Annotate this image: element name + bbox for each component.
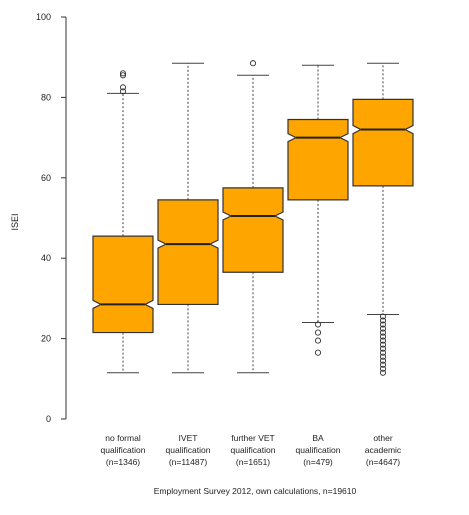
outlier-point <box>379 341 387 348</box>
category-label: qualification <box>296 445 341 455</box>
category-label: qualification <box>166 445 211 455</box>
y-tick-label: 0 <box>46 414 51 424</box>
category-label: (n=479) <box>303 457 333 467</box>
outlier-point <box>119 70 127 77</box>
outlier-point <box>379 329 387 336</box>
category-label: qualification <box>101 445 146 455</box>
boxplot-item <box>222 60 284 374</box>
y-tick-label: 80 <box>41 92 51 102</box>
outlier-point <box>379 361 387 368</box>
outlier-point <box>379 325 387 332</box>
category-label: (n=11487) <box>169 457 208 467</box>
boxplot-item <box>352 62 414 376</box>
category-label: other <box>373 433 393 443</box>
category-label: IVET <box>179 433 198 443</box>
box <box>222 187 284 273</box>
outlier-point <box>379 317 387 324</box>
box <box>352 98 414 187</box>
category-labels: no formal qualification (n=1346) IVET qualif… <box>101 433 402 467</box>
category-label: (n=1651) <box>236 457 270 467</box>
y-axis-title: ISEI <box>10 213 20 230</box>
outlier-point <box>314 337 322 344</box>
boxplot-item <box>157 62 219 374</box>
category-label: BA <box>312 433 324 443</box>
outlier-point <box>314 321 322 328</box>
outlier-point <box>379 313 387 320</box>
outlier-point <box>379 337 387 344</box>
outlier-point <box>119 72 127 79</box>
boxplot-item <box>287 64 349 356</box>
y-axis: 0 20 40 60 80 100 <box>36 12 67 424</box>
box <box>287 118 349 201</box>
outlier-point <box>379 357 387 364</box>
category-label: academic <box>365 445 402 455</box>
outlier-point <box>119 88 127 95</box>
box <box>157 199 219 306</box>
boxplot-series <box>92 60 414 376</box>
category-label: further VET <box>231 433 274 443</box>
outlier-point <box>379 321 387 328</box>
y-tick-label: 20 <box>41 334 51 344</box>
outlier-point <box>379 333 387 340</box>
outlier-point <box>314 329 322 336</box>
outlier-point <box>379 369 387 376</box>
y-tick-label: 40 <box>41 253 51 263</box>
chart-caption: Employment Survey 2012, own calculations… <box>154 486 357 496</box>
outlier-point <box>314 349 322 356</box>
category-label: (n=1346) <box>106 457 140 467</box>
category-label: no formal <box>105 433 141 443</box>
box <box>92 235 154 334</box>
outlier-point <box>379 353 387 360</box>
y-tick-label: 60 <box>41 173 51 183</box>
category-label: qualification <box>231 445 276 455</box>
outlier-point <box>379 365 387 372</box>
outlier-point <box>379 345 387 352</box>
category-label: (n=4647) <box>366 457 400 467</box>
outlier-point <box>249 60 257 67</box>
boxplot-item <box>92 70 154 374</box>
outlier-point <box>119 84 127 91</box>
y-tick-label: 100 <box>36 12 51 22</box>
outlier-point <box>379 349 387 356</box>
